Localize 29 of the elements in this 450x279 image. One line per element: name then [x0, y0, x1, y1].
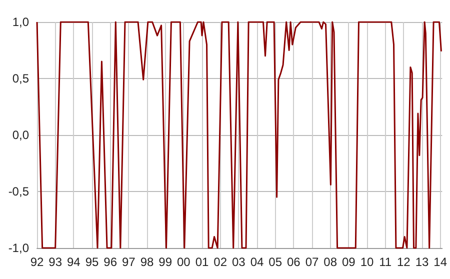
x-tick-label: 94 [66, 255, 81, 269]
x-tick-label: 99 [158, 255, 172, 269]
y-tick-label: 0,5 [12, 72, 30, 86]
x-tick-label: 10 [360, 255, 374, 269]
x-tick-label: 02 [214, 255, 228, 269]
x-tick-label: 97 [122, 255, 136, 269]
x-tick-label: 13 [415, 255, 429, 269]
x-tick-label: 96 [104, 255, 118, 269]
y-tick-label: 0,0 [12, 128, 30, 142]
y-tick-label: -1,0 [8, 241, 30, 255]
x-tick-label: 95 [85, 255, 99, 269]
x-tick-label: 92 [30, 255, 44, 269]
line-series [36, 21, 442, 249]
x-tick-label: 98 [140, 255, 154, 269]
x-tick-label: 09 [342, 255, 356, 269]
x-tick-label: 08 [324, 255, 338, 269]
x-tick-label: 93 [48, 255, 62, 269]
x-tick-label: 01 [195, 255, 209, 269]
x-tick-label: 06 [286, 255, 301, 269]
y-tick-label: -0,5 [8, 184, 30, 198]
x-tick-label: 07 [305, 255, 319, 269]
x-tick-label: 00 [176, 255, 191, 269]
x-tick-label: 14 [434, 255, 448, 269]
x-tick-label: 05 [268, 255, 282, 269]
x-tick-label: 04 [250, 255, 264, 269]
x-tick-label: 12 [396, 255, 411, 269]
x-tick-label: 03 [232, 255, 246, 269]
y-tick-label: 1,0 [12, 15, 30, 29]
x-tick-label: 11 [379, 255, 392, 269]
